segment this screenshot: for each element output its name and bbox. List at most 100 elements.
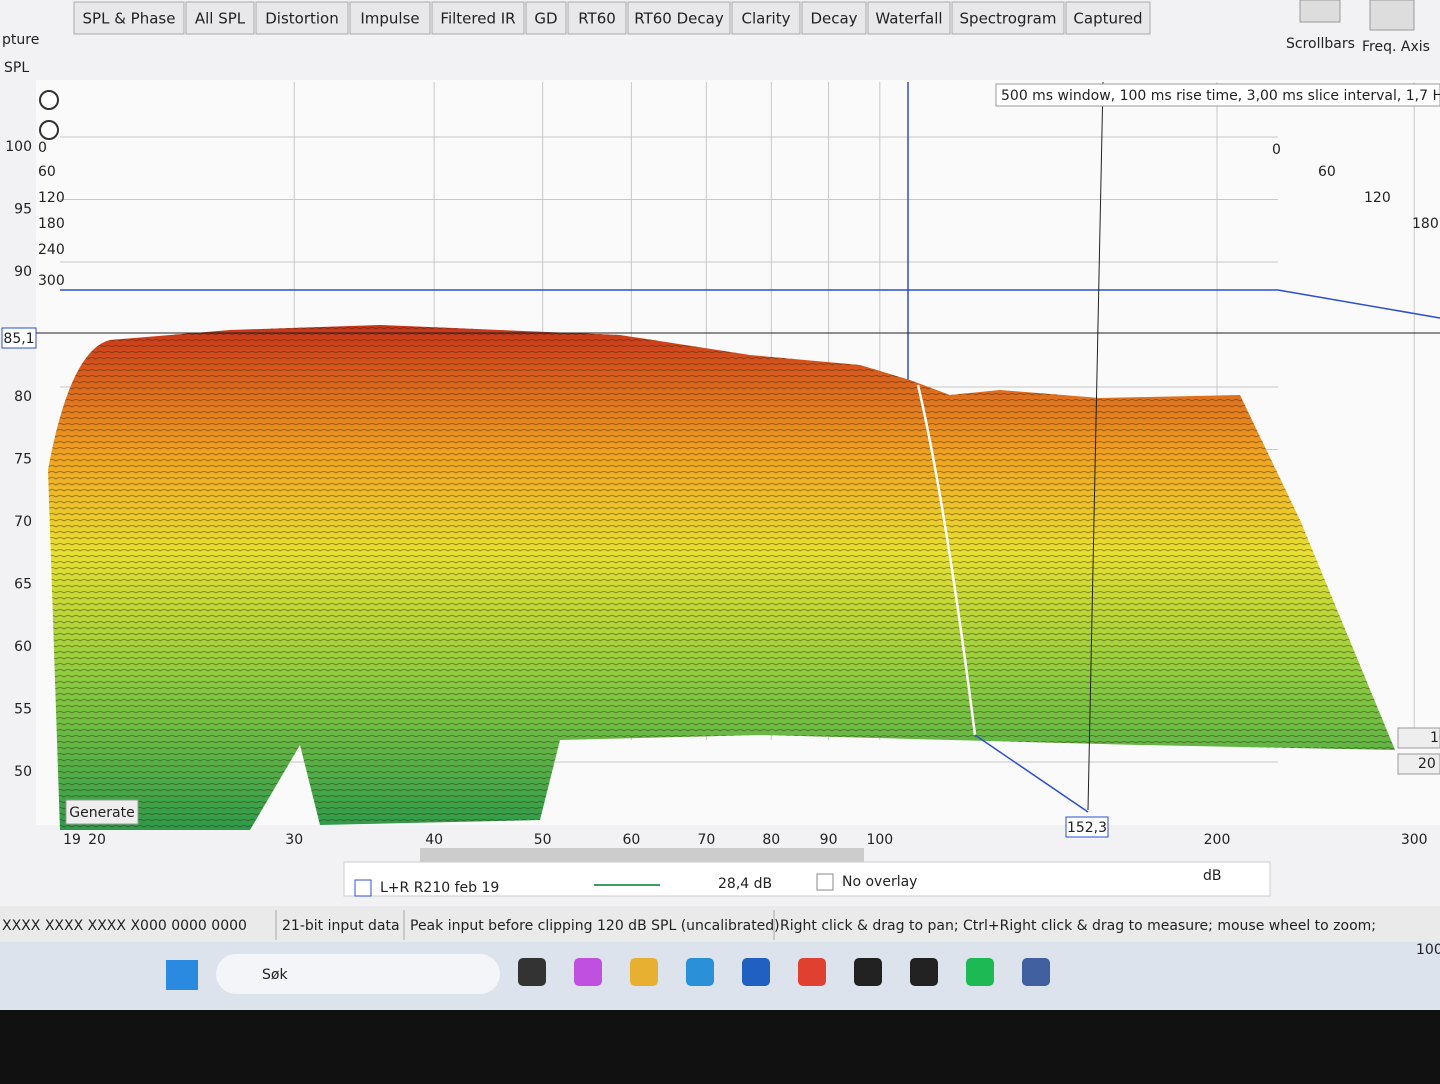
time-tick-label: 60 <box>38 164 56 180</box>
tab-label[interactable]: GD <box>534 10 557 28</box>
x-tick-label: 50 <box>534 832 552 848</box>
tab[interactable] <box>1065 1 1151 35</box>
time-tick-label: 120 <box>1364 190 1391 206</box>
tab-label[interactable]: Captured <box>1073 10 1142 28</box>
y-tick-label: 90 <box>14 264 32 280</box>
waterfall-slices <box>48 325 1395 830</box>
edge-label: 10 <box>1430 730 1440 746</box>
tab[interactable] <box>731 1 801 35</box>
status-text: Right click & drag to pan; Ctrl+Right cl… <box>780 918 1376 934</box>
app-icon[interactable] <box>966 958 994 986</box>
tab[interactable] <box>431 1 525 35</box>
tab-label[interactable]: Waterfall <box>875 10 942 28</box>
tab[interactable] <box>567 1 627 35</box>
search-label[interactable]: Søk <box>262 967 288 983</box>
zoom-out[interactable] <box>39 120 59 140</box>
tab[interactable] <box>627 1 731 35</box>
tab[interactable] <box>349 1 431 35</box>
legend-panel <box>343 861 1271 897</box>
left-label: pture <box>2 32 39 48</box>
tab-label[interactable]: Clarity <box>742 10 791 28</box>
zoom-in[interactable] <box>39 90 59 110</box>
tab-label[interactable]: RT60 Decay <box>634 10 724 28</box>
overlay-label: No overlay <box>842 874 917 890</box>
generate-label[interactable]: Generate <box>69 805 134 821</box>
freq-axis-icon[interactable] <box>1369 0 1415 31</box>
cursor-slice <box>916 384 977 736</box>
tab-label[interactable]: Filtered IR <box>440 10 515 28</box>
tab-label[interactable]: Impulse <box>360 10 419 28</box>
time-tick-label: 120 <box>38 190 65 206</box>
x-tick-label: 300 <box>1401 832 1428 848</box>
overlay-checkbox[interactable] <box>816 873 834 891</box>
cursor-x: 152,3 <box>1067 820 1107 836</box>
time-tick-label: 180 <box>38 216 65 232</box>
y-tick-label: 75 <box>14 452 32 468</box>
legend-unit: dB <box>1203 868 1222 884</box>
battery-label: 100 <box>1416 942 1440 958</box>
cursor-line <box>1277 289 1440 319</box>
tab[interactable] <box>951 1 1065 35</box>
app-icon[interactable] <box>630 958 658 986</box>
left-label: SPL <box>4 60 29 76</box>
y-tick-label: 60 <box>14 639 32 655</box>
settings-box <box>995 83 1440 107</box>
status-text: XXXX XXXX XXXX X000 0000 0000 <box>2 918 247 934</box>
scrollbar[interactable] <box>420 848 864 862</box>
status-text: 21-bit input data <box>282 918 400 934</box>
time-tick-label: 300 <box>38 273 65 289</box>
taskbar <box>0 942 1440 1010</box>
time-tick-label: 60 <box>1318 164 1336 180</box>
x-tick-label: 60 <box>622 832 640 848</box>
search-box[interactable] <box>216 954 500 994</box>
tab-label[interactable]: SPL & Phase <box>83 10 176 28</box>
x-tick-label: 19 <box>63 832 81 848</box>
time-tick-label: 0 <box>1272 142 1281 158</box>
y-tick-label: 50 <box>14 764 32 780</box>
y-tick-label: 80 <box>14 389 32 405</box>
y-tick-label: 100 <box>5 139 32 155</box>
time-tick-label: 240 <box>38 242 65 258</box>
app-icon[interactable] <box>798 958 826 986</box>
tab[interactable] <box>801 1 867 35</box>
app-icon[interactable] <box>910 958 938 986</box>
app-icon[interactable] <box>1022 958 1050 986</box>
tab[interactable] <box>867 1 951 35</box>
tab[interactable] <box>185 1 255 35</box>
tab-label[interactable]: All SPL <box>195 10 246 28</box>
tab-label[interactable]: Distortion <box>265 10 339 28</box>
tab[interactable] <box>255 1 349 35</box>
x-tick-label: 30 <box>285 832 303 848</box>
tab[interactable] <box>525 1 567 35</box>
app-icon[interactable] <box>854 958 882 986</box>
settings-text: 500 ms window, 100 ms rise time, 3,00 ms… <box>1001 88 1440 104</box>
app-icon[interactable] <box>574 958 602 986</box>
tab-label[interactable]: Decay <box>810 10 857 28</box>
tool-label[interactable]: Scrollbars <box>1286 36 1355 52</box>
y-tick-label: 55 <box>14 702 32 718</box>
x-tick-label: 20 <box>88 832 106 848</box>
x-tick-label: 40 <box>425 832 443 848</box>
tab-label[interactable]: Spectrogram <box>960 10 1057 28</box>
tab-label[interactable]: RT60 <box>578 10 616 28</box>
legend-checkbox[interactable] <box>354 879 372 897</box>
x-tick-label: 90 <box>820 832 838 848</box>
tool-label[interactable]: Freq. Axis <box>1362 39 1430 55</box>
x-tick-label: 80 <box>762 832 780 848</box>
tab[interactable] <box>73 1 185 35</box>
app-icon[interactable] <box>686 958 714 986</box>
start-button[interactable] <box>166 960 198 990</box>
y-tick-label: 65 <box>14 577 32 593</box>
app-icon[interactable] <box>518 958 546 986</box>
app-icon[interactable] <box>742 958 770 986</box>
cursor-line <box>1087 81 1104 811</box>
generate-button[interactable] <box>65 799 139 825</box>
y-tick-label: 70 <box>14 514 32 530</box>
time-tick-label: 0 <box>38 140 47 156</box>
cursor-y-box <box>1 327 37 349</box>
edge-box <box>1397 753 1440 775</box>
legend-name: L+R R210 feb 19 <box>380 880 499 896</box>
x-tick-label: 70 <box>697 832 715 848</box>
scrollbars-icon[interactable] <box>1299 0 1341 23</box>
